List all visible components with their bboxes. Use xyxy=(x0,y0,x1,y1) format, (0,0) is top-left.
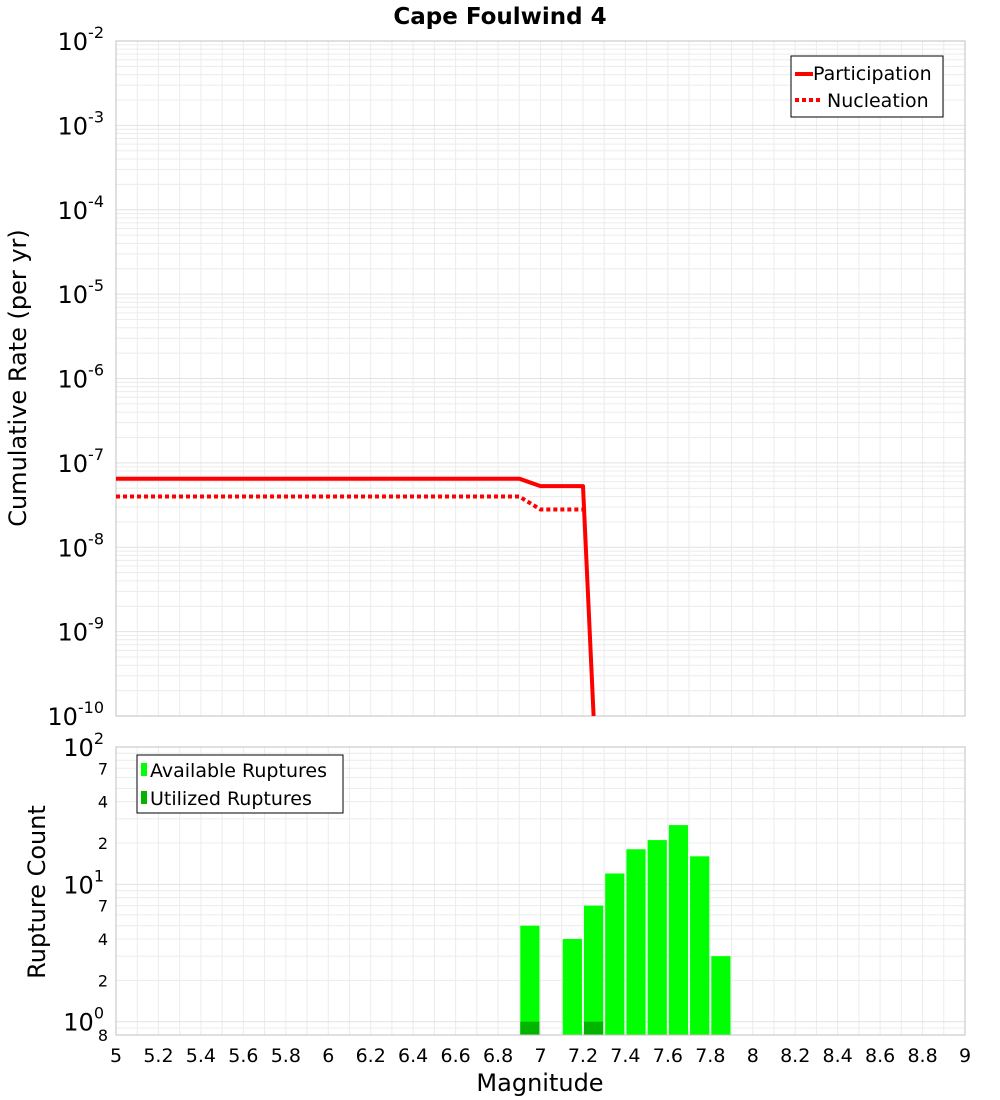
nucleation-series-line xyxy=(116,494,583,512)
x-tick-label: 6.2 xyxy=(356,1045,386,1067)
available-bar xyxy=(647,840,667,1035)
rate-y-tick-label: 10-7 xyxy=(58,445,105,478)
count-y-tick-label: 4 xyxy=(98,930,108,949)
x-tick-labels: 5 5.2 5.4 5.6 5.8 6 6.2 6.4 6.6 6.8 7 7.2 7.4 7.6 7.8 8… xyxy=(110,1045,971,1067)
x-tick-label: 6.6 xyxy=(440,1045,470,1067)
count-y-axis-label: Rupture Count xyxy=(23,805,51,979)
x-tick-label: 7.2 xyxy=(568,1045,598,1067)
count-y-tick-label: 2 xyxy=(98,834,108,853)
count-y-tick-label: 100 xyxy=(63,1004,104,1037)
count-y-tick-label: 2 xyxy=(98,971,108,990)
rate-panel: 10-10 10-9 10-8 10-7 10-6 10-5 10-4 10-3 10-2 Cu… xyxy=(4,23,966,731)
rate-y-tick-label: 10-9 xyxy=(58,614,105,647)
available-bar xyxy=(583,905,604,1035)
count-y-tick-label: 4 xyxy=(98,793,108,812)
count-legend-box xyxy=(136,754,344,814)
x-tick-label: 8.6 xyxy=(865,1045,895,1067)
available-bar xyxy=(668,825,689,1035)
x-tick-label: 8 xyxy=(747,1045,759,1067)
rate-y-tick-label: 10-2 xyxy=(58,23,105,56)
rate-y-tick-label: 10-10 xyxy=(47,698,104,731)
legend-utilized-label: Utilized Ruptures xyxy=(150,788,312,810)
x-tick-label: 7.6 xyxy=(653,1045,683,1067)
x-tick-label: 8.2 xyxy=(780,1045,810,1067)
available-bar xyxy=(690,856,710,1035)
x-tick-label: 8.8 xyxy=(907,1045,937,1067)
legend-available-label: Available Ruptures xyxy=(150,760,327,782)
count-y-tick-label: 101 xyxy=(63,866,104,899)
rate-y-tick-label: 10-3 xyxy=(58,107,105,140)
x-tick-label: 5.4 xyxy=(186,1045,216,1067)
rate-y-tick-labels: 10-10 10-9 10-8 10-7 10-6 10-5 10-4 10-3 10-2 xyxy=(47,23,104,731)
count-legend: Available Ruptures Utilized Ruptures xyxy=(136,754,344,814)
rate-gridlines xyxy=(115,41,966,717)
legend-nucleation-label: Nucleation xyxy=(827,90,929,112)
available-bar xyxy=(520,925,540,1035)
count-plot-frame xyxy=(115,746,966,1036)
available-bars xyxy=(520,825,731,1035)
available-bar xyxy=(605,873,625,1035)
count-y-tick-label: 7 xyxy=(98,897,108,916)
utilized-bar xyxy=(520,1021,540,1035)
participation-series-line xyxy=(116,476,596,717)
legend-available-swatch xyxy=(141,763,147,776)
rate-legend: Participation Nucleation xyxy=(790,55,944,118)
rate-plot-frame xyxy=(115,40,966,717)
rate-legend-box xyxy=(790,55,944,118)
available-bar xyxy=(626,849,646,1035)
rate-y-tick-label: 10-8 xyxy=(58,529,105,562)
x-tick-label: 5.6 xyxy=(228,1045,258,1067)
available-bar xyxy=(711,956,731,1035)
count-y-tick-label: 7 xyxy=(98,759,108,778)
x-tick-label: 8.4 xyxy=(823,1045,853,1067)
x-tick-label: 7.4 xyxy=(610,1045,640,1067)
rate-y-tick-label: 10-5 xyxy=(58,276,105,309)
chart-title: Cape Foulwind 4 xyxy=(393,4,606,30)
x-tick-label: 6.8 xyxy=(483,1045,513,1067)
x-tick-label: 9 xyxy=(959,1045,971,1067)
x-tick-label: 6.4 xyxy=(398,1045,428,1067)
count-y-tick-label: 8 xyxy=(98,1026,108,1045)
x-tick-label: 5.2 xyxy=(143,1045,173,1067)
utilized-bars xyxy=(520,1021,604,1035)
rate-y-tick-label: 10-6 xyxy=(58,361,105,394)
count-y-tick-label: 102 xyxy=(63,729,104,762)
rate-y-tick-label: 10-4 xyxy=(58,192,105,225)
x-tick-label: 5 xyxy=(110,1045,122,1067)
rate-y-axis-label: Cumulative Rate (per yr) xyxy=(4,229,32,527)
x-tick-label: 7 xyxy=(534,1045,546,1067)
available-bar xyxy=(562,939,582,1035)
x-tick-label: 7.8 xyxy=(695,1045,725,1067)
utilized-bar xyxy=(583,1021,604,1035)
x-tick-label: 5.8 xyxy=(271,1045,301,1067)
legend-participation-label: Participation xyxy=(813,63,932,85)
x-axis-label: Magnitude xyxy=(476,1069,603,1097)
x-tick-label: 6 xyxy=(322,1045,334,1067)
legend-utilized-swatch xyxy=(141,791,147,804)
